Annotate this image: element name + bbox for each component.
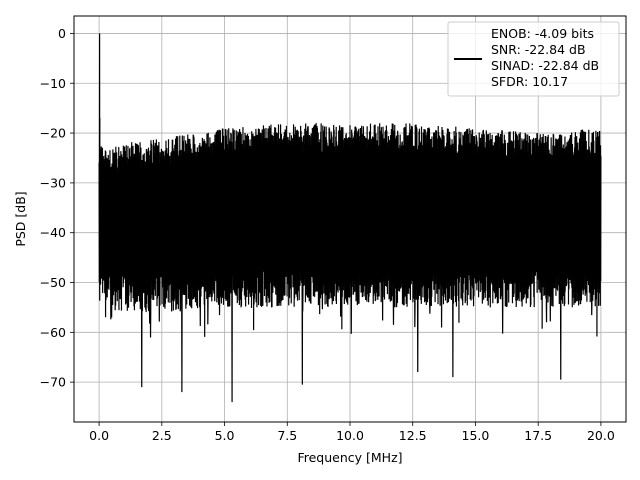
y-tick-label: −30 (40, 175, 66, 190)
legend: ENOB: -4.09 bits SNR: -22.84 dB SINAD: -… (447, 21, 620, 97)
legend-text-sfdr: SFDR: 10.17 (491, 74, 568, 89)
y-tick-label: 0 (58, 26, 66, 41)
y-axis-ticks: 0 −10 −20 −30 −40 −50 −60 −70 (40, 26, 74, 390)
psd-line (98, 33, 602, 403)
y-tick-label: −10 (40, 76, 66, 91)
x-tick-label: 20.0 (587, 428, 615, 443)
x-axis-label: Frequency [MHz] (297, 450, 402, 465)
x-axis-ticks: 0.0 2.5 5.0 7.5 10.0 12.5 15.0 17.5 20.0 (89, 422, 615, 443)
y-tick-label: −60 (40, 325, 66, 340)
legend-text-enob: ENOB: -4.09 bits (491, 26, 594, 41)
legend-text-snr: SNR: -22.84 dB (491, 42, 586, 57)
y-tick-label: −70 (40, 375, 66, 390)
psd-series (98, 33, 602, 403)
x-tick-label: 15.0 (462, 428, 490, 443)
x-tick-label: 10.0 (336, 428, 364, 443)
x-tick-label: 0.0 (89, 428, 109, 443)
y-axis-label: PSD [dB] (13, 191, 28, 246)
y-tick-label: −20 (40, 126, 66, 141)
x-tick-label: 12.5 (399, 428, 427, 443)
y-tick-label: −50 (40, 275, 66, 290)
y-tick-label: −40 (40, 225, 66, 240)
x-tick-label: 17.5 (524, 428, 552, 443)
legend-text-sinad: SINAD: -22.84 dB (491, 58, 599, 73)
x-tick-label: 5.0 (215, 428, 235, 443)
legend-box (447, 21, 620, 97)
x-tick-label: 2.5 (152, 428, 172, 443)
x-tick-label: 7.5 (277, 428, 297, 443)
